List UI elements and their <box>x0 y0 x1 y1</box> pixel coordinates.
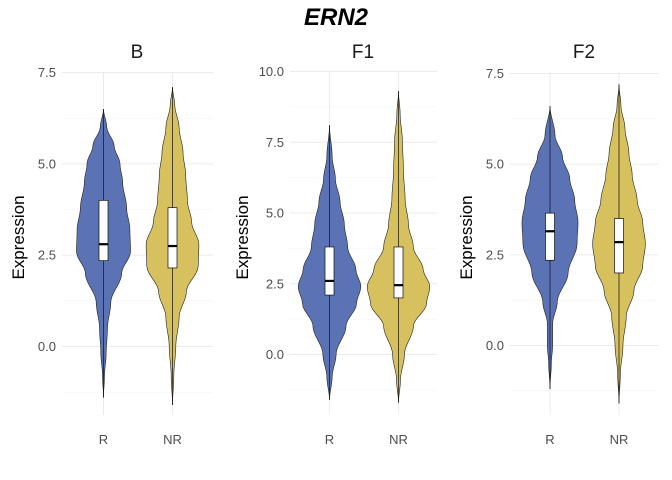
box-r <box>98 200 109 261</box>
box-nr <box>167 207 178 269</box>
main-title: ERN2 <box>304 4 369 31</box>
box-nr <box>614 218 624 274</box>
box-r <box>324 246 335 296</box>
x-tick-label: NR <box>610 432 629 447</box>
y-tick-label: 2.5 <box>38 248 56 263</box>
panel-title: F1 <box>352 42 374 63</box>
x-tick-label: NR <box>389 432 408 447</box>
panels: B Expression 0.0 2.5 5.0 7.5 R NR F1 Expression 0.… <box>9 42 658 447</box>
y-tick-label: 10.0 <box>259 64 284 79</box>
y-axis-label: Expression <box>457 195 476 279</box>
y-tick-label: 2.5 <box>266 276 284 291</box>
y-tick-label: 7.5 <box>486 66 504 81</box>
y-axis-label: Expression <box>9 195 28 279</box>
y-tick-label: 0.0 <box>266 347 284 362</box>
y-tick-label: 5.0 <box>38 156 56 171</box>
x-tick-label: R <box>99 432 108 447</box>
box-nr <box>393 246 404 299</box>
panel-b: B Expression 0.0 2.5 5.0 7.5 R NR <box>9 42 213 447</box>
y-tick-label: 0.0 <box>486 338 504 353</box>
panel-f1: F1 Expression 0.0 2.5 5.0 7.5 10.0 R NR <box>233 42 437 447</box>
panel-title: F2 <box>573 42 595 63</box>
panel-title: B <box>131 42 144 63</box>
y-tick-label: 0.0 <box>38 339 56 354</box>
y-tick-label: 5.0 <box>486 157 504 172</box>
panel-f2: F2 Expression 0.0 2.5 5.0 7.5 R NR <box>457 42 658 447</box>
y-tick-label: 2.5 <box>486 247 504 262</box>
y-tick-label: 7.5 <box>266 135 284 150</box>
x-tick-label: NR <box>163 432 182 447</box>
y-tick-label: 5.0 <box>266 206 284 221</box>
y-axis-label: Expression <box>233 195 252 279</box>
y-tick-label: 7.5 <box>38 65 56 80</box>
box-r <box>545 212 555 261</box>
x-tick-label: R <box>325 432 334 447</box>
x-tick-label: R <box>545 432 554 447</box>
